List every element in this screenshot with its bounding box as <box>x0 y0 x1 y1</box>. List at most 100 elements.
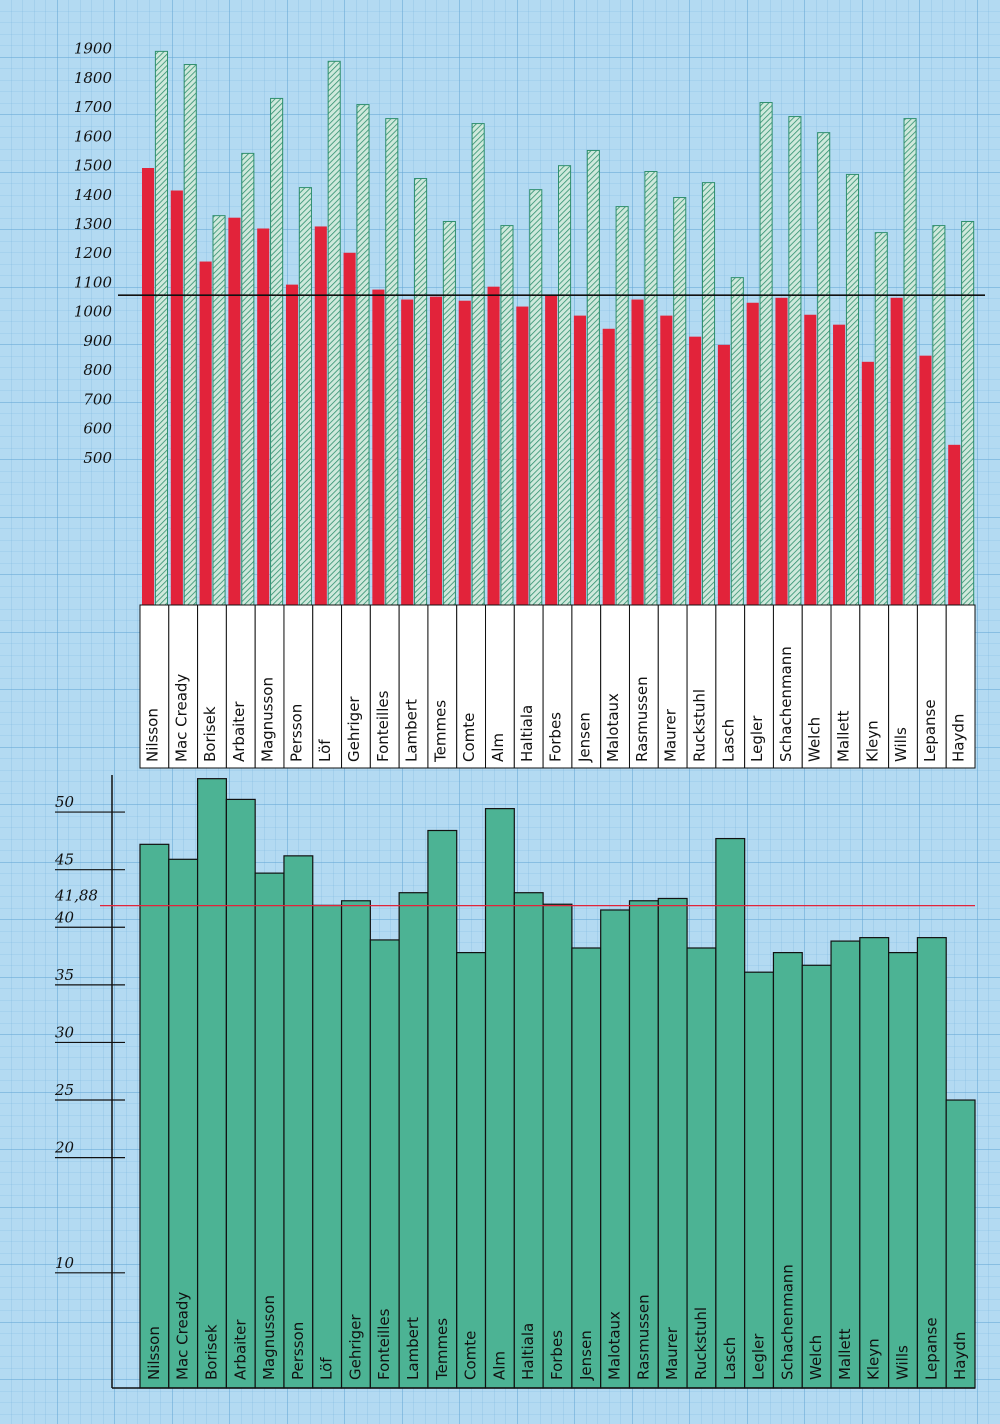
label-box <box>513 604 544 769</box>
bar <box>340 900 371 1389</box>
bar <box>168 858 199 1389</box>
bar <box>343 252 356 605</box>
label-box <box>945 604 976 769</box>
x-tick-label: Alm <box>489 733 507 762</box>
bar <box>615 206 629 606</box>
bar <box>602 328 615 605</box>
x-tick-label: Maurer <box>662 708 680 762</box>
bar <box>513 892 544 1389</box>
bar <box>529 189 543 606</box>
label-box <box>254 604 285 769</box>
bar <box>817 132 831 606</box>
bar <box>142 168 155 605</box>
y-tick-label: 500 <box>83 449 112 467</box>
label-box <box>485 604 515 769</box>
x-tick-label: Legler <box>748 715 766 762</box>
bar <box>730 277 744 606</box>
bar <box>257 228 270 605</box>
bar <box>744 971 775 1389</box>
x-tick-label: Wills <box>894 1345 912 1380</box>
bar <box>139 843 170 1389</box>
label-box <box>369 604 400 769</box>
x-tick-label: Malotaux <box>604 693 622 762</box>
label-box <box>801 604 832 769</box>
y-tick-label: 1500 <box>74 157 113 175</box>
x-tick-label: Löf <box>318 1357 336 1380</box>
label-box <box>715 604 746 769</box>
x-tick-label: Malotaux <box>606 1311 624 1380</box>
bar <box>919 355 932 605</box>
x-tick-label: Fonteilles <box>374 690 392 762</box>
bar <box>487 286 500 605</box>
x-tick-label: Schachenmann <box>777 646 795 762</box>
y-tick-label: 700 <box>83 390 112 408</box>
x-tick-label: Borisek <box>201 706 219 762</box>
x-tick-label: Welch <box>806 717 824 762</box>
bar <box>845 173 860 606</box>
bar <box>312 904 343 1389</box>
bar <box>298 187 312 606</box>
bar <box>775 297 788 605</box>
y-tick-label: 900 <box>83 332 112 350</box>
y-tick-label: 1900 <box>74 40 113 58</box>
x-tick-label: Magnusson <box>260 1295 278 1380</box>
y-tick-label: 35 <box>55 966 74 984</box>
bar <box>571 947 602 1389</box>
bar <box>673 197 687 606</box>
x-tick-label: Haltiala <box>519 1323 537 1380</box>
x-tick-label: Comte <box>460 713 478 762</box>
bar <box>861 361 874 605</box>
x-tick-label: Wills <box>892 727 910 762</box>
bar <box>372 289 385 605</box>
x-tick-label: Legler <box>750 1333 768 1380</box>
label-box <box>772 604 803 769</box>
x-tick-label: Alm <box>490 1351 508 1380</box>
y-tick-label: 1200 <box>74 244 113 262</box>
bar <box>545 295 558 605</box>
bar <box>833 324 846 605</box>
x-tick-label: Nilsson <box>143 708 161 762</box>
bar <box>442 220 456 606</box>
x-tick-label: Lepanse <box>922 1317 940 1380</box>
y-tick-label: 1300 <box>74 215 113 233</box>
bar <box>961 220 975 606</box>
x-tick-label: Nilsson <box>145 1326 163 1380</box>
bar <box>772 951 803 1389</box>
y-tick-label: 25 <box>54 1081 74 1099</box>
y-tick-label: 20 <box>54 1139 75 1157</box>
bar <box>199 261 212 605</box>
label-box <box>888 604 918 769</box>
bar <box>225 798 256 1389</box>
x-tick-label: Temmes <box>431 700 449 763</box>
bar <box>484 808 515 1389</box>
x-tick-label: Rasmussen <box>633 676 651 762</box>
bar <box>196 778 227 1389</box>
x-tick-label: Kleyn <box>865 1338 883 1380</box>
bar <box>456 951 487 1389</box>
x-tick-label: Mallett <box>836 1328 854 1380</box>
x-tick-label: Welch <box>807 1335 825 1380</box>
bar <box>859 937 890 1389</box>
bar <box>241 152 255 606</box>
y-tick-label: 50 <box>55 793 75 811</box>
label-box <box>628 604 659 769</box>
y-tick-label: 40 <box>54 908 75 926</box>
x-tick-label: Comte <box>462 1331 480 1380</box>
x-tick-label: Persson <box>289 1322 307 1380</box>
bar <box>657 897 688 1389</box>
label-box <box>398 604 429 769</box>
bar <box>874 232 888 606</box>
x-tick-label: Jensen <box>575 712 593 763</box>
bar <box>212 215 226 606</box>
label-box <box>139 604 170 769</box>
bar <box>788 116 802 606</box>
bar <box>327 60 341 606</box>
bar <box>644 171 658 606</box>
bar <box>283 855 314 1389</box>
x-tick-label: Haydn <box>951 1332 969 1380</box>
x-tick-label: Forbes <box>548 1330 566 1380</box>
label-box <box>600 604 630 769</box>
bar <box>369 939 400 1389</box>
bar <box>916 937 947 1389</box>
bar <box>427 829 458 1389</box>
